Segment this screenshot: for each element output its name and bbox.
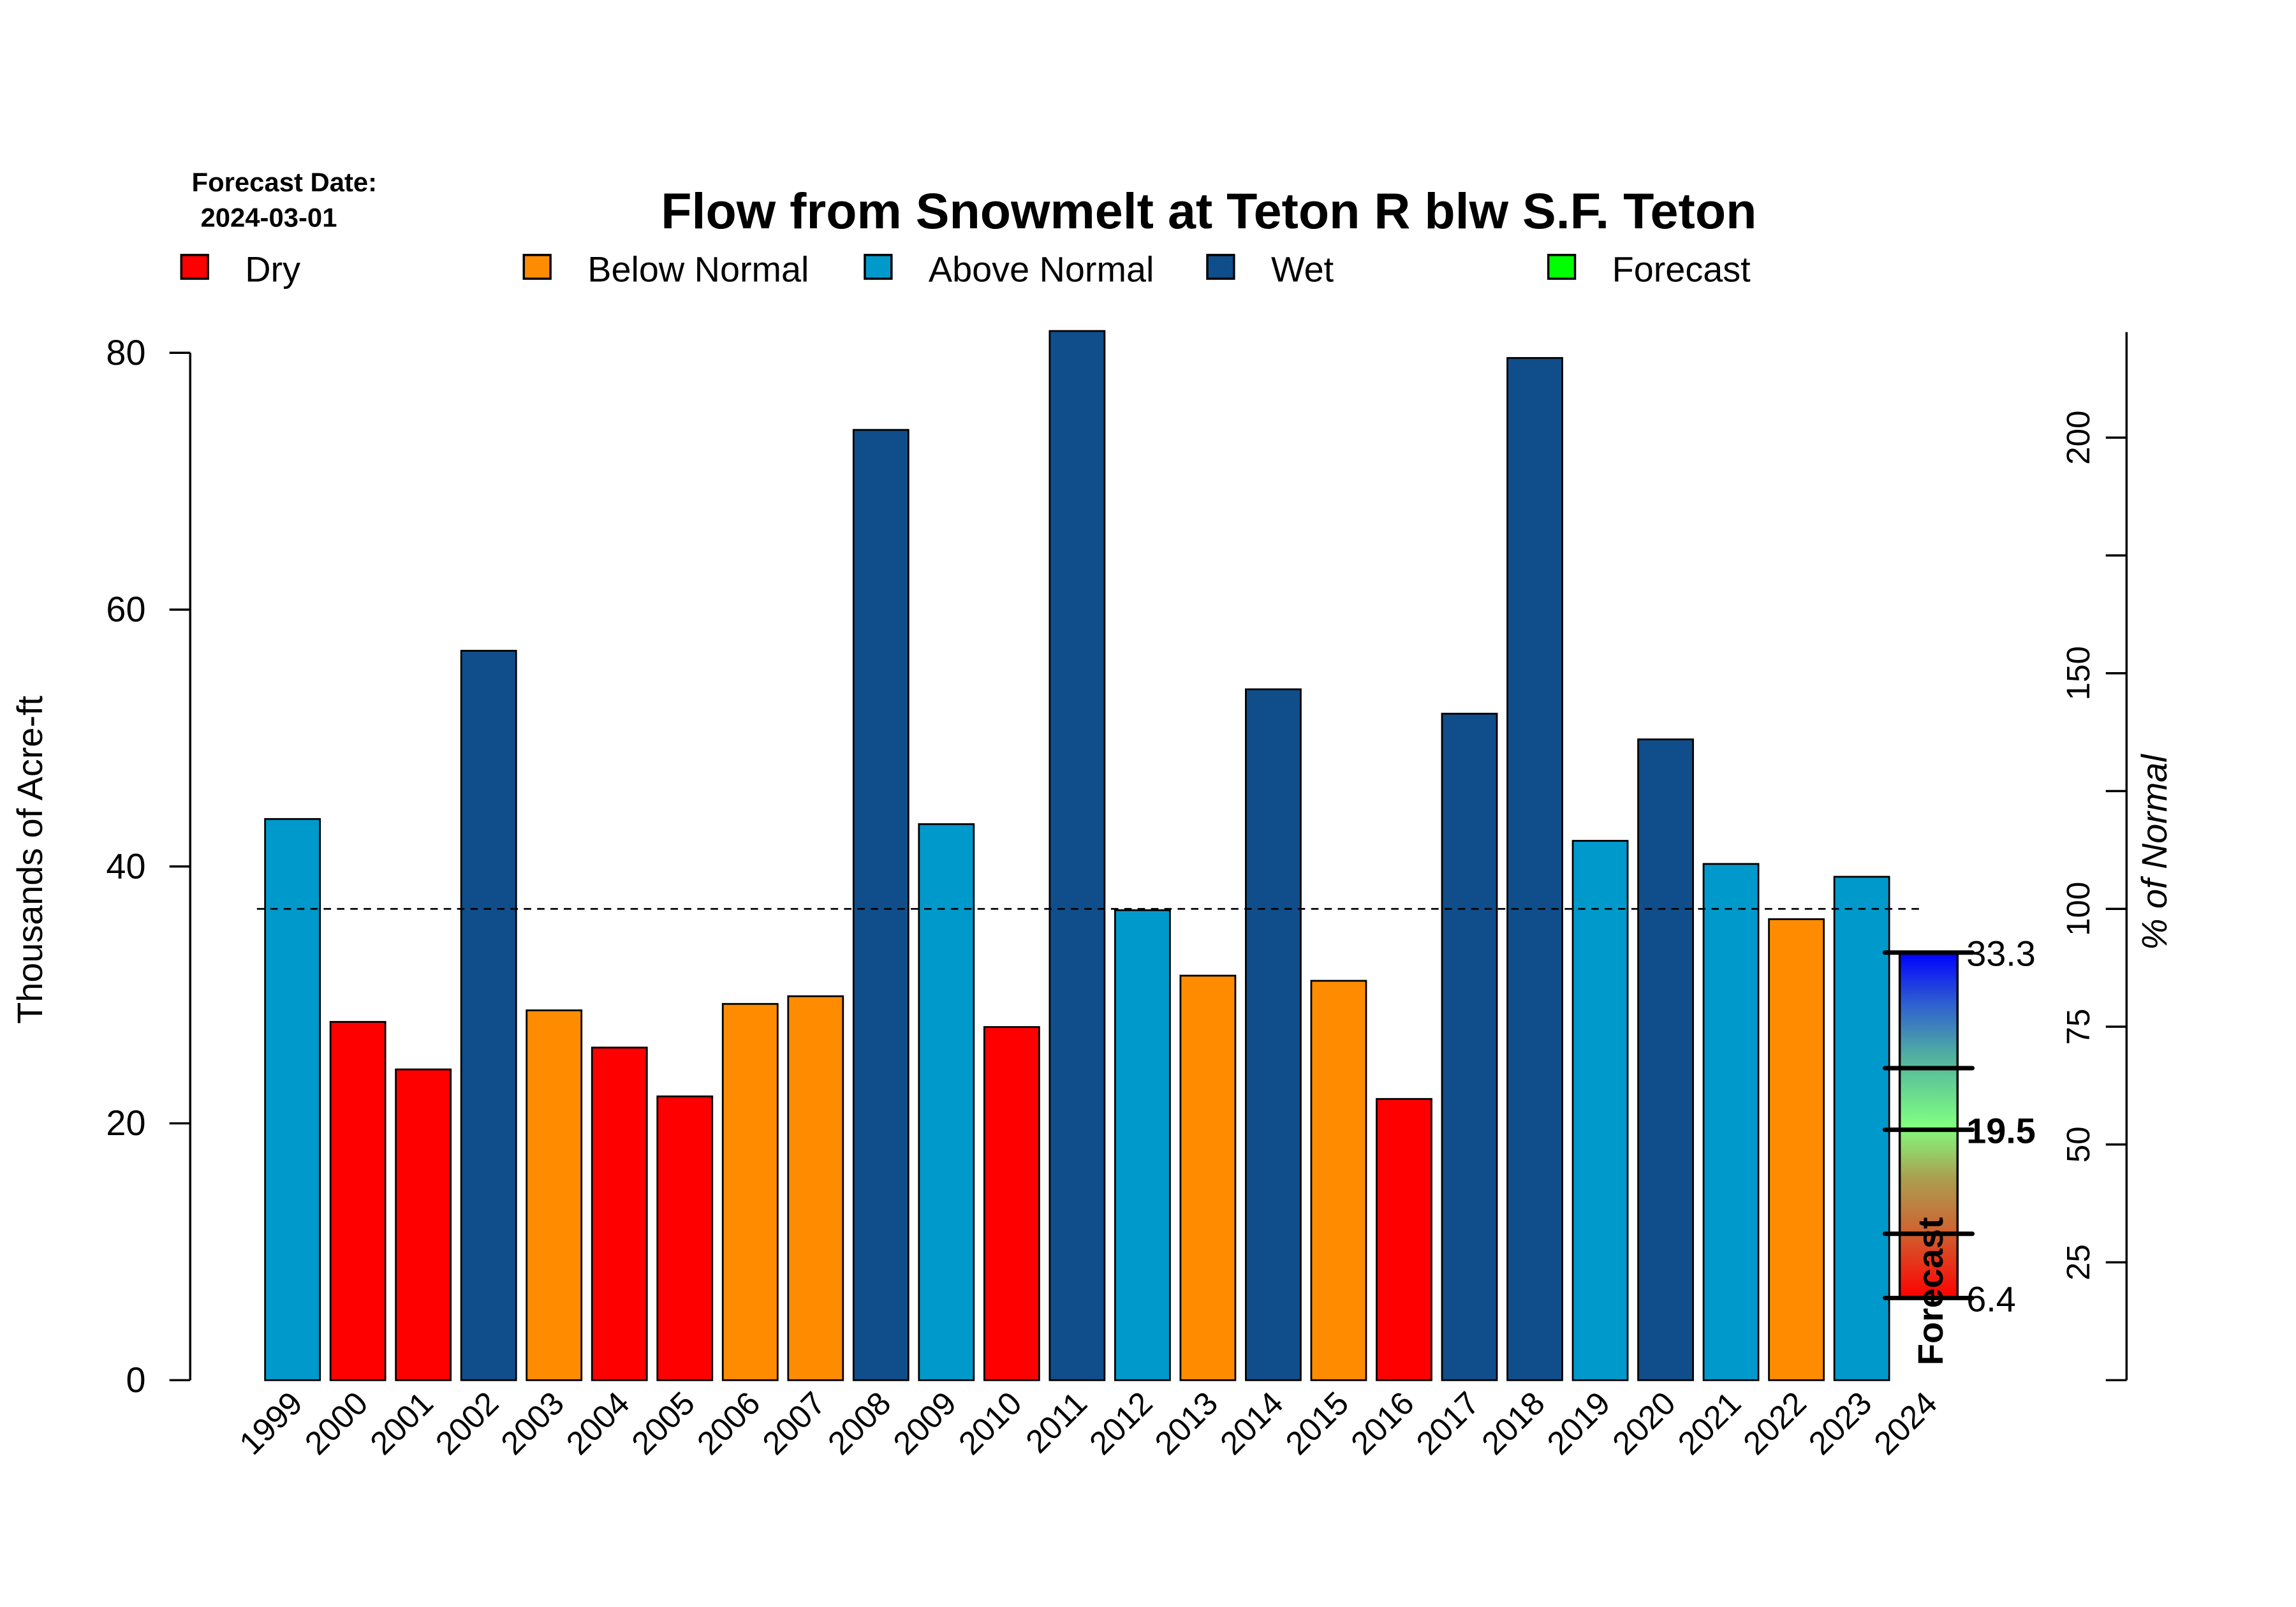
bar-2022 — [1768, 918, 1825, 1381]
forecast-min-label: 6.4 — [1966, 1279, 2016, 1319]
bar-2011 — [1049, 330, 1106, 1381]
bar-2008 — [852, 429, 909, 1381]
legend-label: Wet — [1271, 249, 1334, 290]
bar-2015 — [1310, 980, 1367, 1381]
x-tick-label: 2021 — [1671, 1384, 1748, 1462]
legend: Dry Below Normal Above Normal Wet Forecast — [180, 249, 1751, 290]
x-tick-label: 2009 — [886, 1384, 963, 1462]
y2-tick-label: 200 — [2060, 411, 2096, 465]
legend-label: Below Normal — [587, 249, 809, 290]
x-tick-label: 2016 — [1344, 1384, 1421, 1462]
x-tick-label: 2001 — [363, 1384, 440, 1462]
legend-swatch-forecast — [1547, 254, 1577, 280]
bar-2006 — [721, 1002, 779, 1381]
bar-2005 — [656, 1095, 714, 1381]
forecast-median-label: 19.5 — [1966, 1111, 2036, 1151]
bar-2019 — [1571, 840, 1629, 1381]
y-tick-label: 60 — [106, 589, 145, 629]
x-tick-label: 2019 — [1540, 1384, 1617, 1462]
legend-swatch-wet — [1206, 254, 1235, 280]
x-tick-label: 2022 — [1736, 1384, 1813, 1462]
x-tick-label: 2006 — [690, 1384, 767, 1462]
x-tick-label: 2000 — [298, 1384, 375, 1462]
y2-tick-label: 150 — [2060, 646, 2096, 700]
x-tick-label: 2007 — [755, 1384, 832, 1462]
forecast-date-label: Forecast Date: — [192, 167, 378, 197]
legend-swatch-dry — [180, 254, 209, 280]
bar-2017 — [1441, 712, 1498, 1381]
forecast-date: 2024-03-01 — [201, 203, 337, 233]
x-tick-label: 2003 — [494, 1384, 571, 1462]
x-tick-label: 2024 — [1867, 1384, 1944, 1462]
x-tick-label: 2015 — [1279, 1384, 1356, 1462]
x-tick-label: 2023 — [1802, 1384, 1879, 1462]
x-tick-label: 2020 — [1605, 1384, 1682, 1462]
legend-label: Forecast — [1612, 249, 1751, 290]
x-tick-label: 2011 — [1019, 1384, 1094, 1460]
bar-2000 — [329, 1021, 386, 1381]
forecast-bar-label: Forecast — [1910, 1217, 1950, 1366]
y2-tick-label: 75 — [2060, 1009, 2096, 1045]
x-tick-label: 2013 — [1148, 1384, 1225, 1462]
y2-tick-label: 100 — [2060, 882, 2096, 936]
chart-title: Flow from Snowmelt at Teton R blw S.F. T… — [661, 182, 1756, 239]
x-tick-label: 2018 — [1475, 1384, 1552, 1462]
legend-label: Above Normal — [929, 249, 1154, 290]
y2-axis-label: % of Normal — [2134, 754, 2174, 950]
bar-2013 — [1179, 974, 1237, 1381]
bar-2007 — [787, 995, 844, 1381]
x-tick-label: 2017 — [1409, 1384, 1487, 1462]
x-tick-label: 2012 — [1082, 1384, 1159, 1462]
x-tick-label: 2010 — [952, 1384, 1029, 1462]
bar-2016 — [1376, 1097, 1432, 1381]
bar-2001 — [395, 1068, 452, 1381]
bar-2010 — [983, 1026, 1040, 1381]
bar-2023 — [1833, 876, 1890, 1381]
legend-swatch-below-normal — [522, 254, 552, 280]
bar-2002 — [460, 650, 517, 1381]
y-tick-label: 40 — [106, 846, 145, 886]
forecast-range-bar: 33.3 19.5 6.4 Forecast — [1882, 934, 2036, 1366]
x-tick-label: 2004 — [559, 1384, 637, 1462]
bar-1999 — [264, 818, 321, 1381]
bar-2021 — [1702, 863, 1760, 1381]
y2-tick-label: 50 — [2060, 1126, 2096, 1163]
bars — [264, 330, 1890, 1381]
legend-swatch-above-normal — [864, 254, 893, 280]
legend-label: Dry — [245, 249, 300, 290]
bar-2020 — [1637, 738, 1694, 1381]
x-tick-label: 2002 — [429, 1384, 506, 1462]
x-tick-label: 2005 — [624, 1384, 702, 1462]
bar-2004 — [591, 1046, 648, 1381]
x-tick-label: 2008 — [821, 1384, 898, 1462]
bar-2014 — [1245, 688, 1302, 1381]
y-tick-label: 0 — [126, 1360, 145, 1400]
x-tick-label: 1999 — [232, 1384, 309, 1462]
y-tick-label: 20 — [106, 1103, 145, 1143]
x-tick-label: 2014 — [1213, 1384, 1290, 1462]
y-axis-label: Thousands of Acre-ft — [10, 695, 50, 1024]
bar-2012 — [1114, 909, 1171, 1381]
bar-2018 — [1506, 356, 1563, 1381]
bar-2003 — [526, 1009, 583, 1381]
bar-2009 — [918, 823, 975, 1381]
y-tick-label: 80 — [106, 332, 145, 372]
forecast-max-label: 33.3 — [1966, 934, 2036, 974]
y2-tick-label: 25 — [2060, 1244, 2096, 1280]
